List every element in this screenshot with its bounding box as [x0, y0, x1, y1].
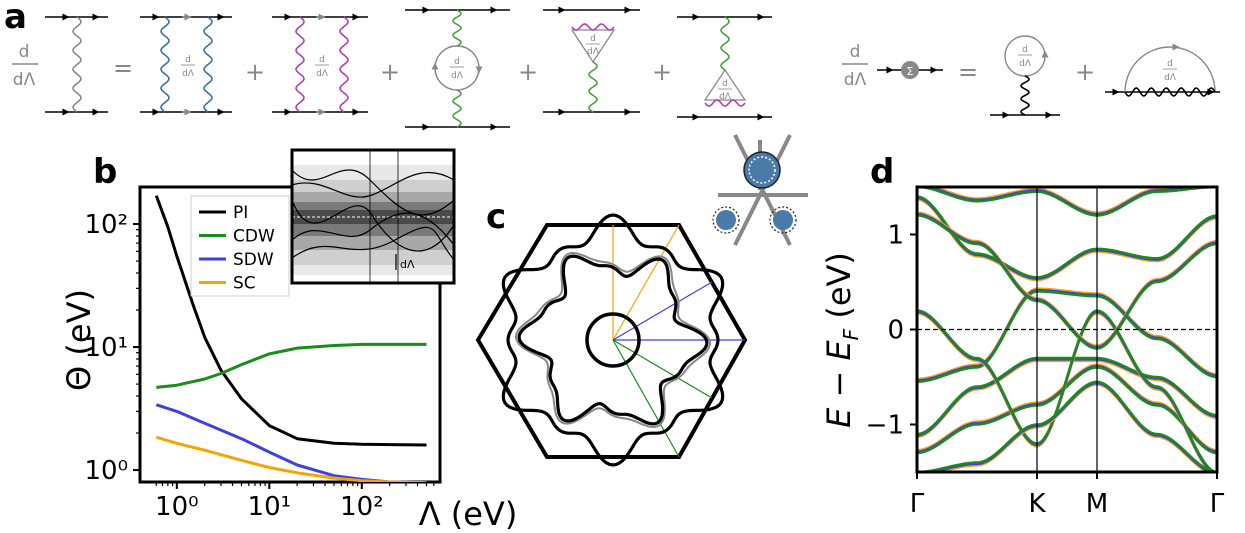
svg-text:d: d	[454, 57, 460, 67]
series-sc-line	[155, 435, 427, 482]
svg-text:dΛ: dΛ	[451, 71, 464, 81]
band-line	[917, 290, 1217, 383]
panel-b-xlabel: Λ (eV)	[419, 495, 518, 533]
svg-text:d: d	[722, 79, 728, 89]
plus-sign-4: +	[652, 58, 672, 86]
decay-rays	[612, 224, 745, 458]
plus-sign-1: +	[245, 58, 265, 86]
diagram-vertex-top: d dΛ	[543, 6, 640, 116]
band-line	[917, 287, 1217, 381]
band-line	[917, 214, 1217, 350]
y-tick-label: 10⁰	[84, 456, 128, 486]
frac-numerator: d	[19, 42, 30, 62]
x-tick-label: 10¹	[248, 492, 292, 522]
frac-denominator-2: dΛ	[844, 70, 867, 90]
y-tick-label: 1	[887, 221, 904, 251]
y-tick-label: 10¹	[84, 333, 128, 363]
svg-text:dΛ: dΛ	[316, 69, 329, 79]
x-tick-label: 10²	[340, 492, 384, 522]
band-line	[917, 212, 1217, 349]
kpath-label: Γ	[1210, 489, 1225, 519]
gamma-pocket	[585, 312, 641, 368]
plus-sign-5: +	[1075, 58, 1095, 86]
legend-label-cdw: CDW	[233, 227, 275, 247]
band-line	[917, 309, 1217, 472]
svg-text:d: d	[185, 55, 191, 65]
panel-b-legend: PI CDW SDW SC	[190, 195, 290, 297]
legend-label-sdw: SDW	[233, 250, 274, 270]
legend-label-pi: PI	[233, 203, 248, 223]
plus-sign-3: +	[518, 58, 538, 86]
svg-text:d: d	[590, 34, 596, 44]
band-line	[917, 366, 1217, 455]
panel-d-label: d	[870, 152, 894, 192]
band-line	[917, 288, 1217, 382]
lhs-vertex-diagram	[45, 13, 108, 116]
panel-a: a d dΛ =	[4, 0, 1220, 131]
panel-d: d Γ K M Γ −1 0 1 E − EF (eV)	[820, 152, 1225, 519]
panel-b: b 10⁰ 10¹ 10² 10⁰ 10¹ 10² Θ (eV) Λ (eV) PI CDW…	[60, 148, 517, 533]
kagome-unit-icon	[712, 134, 808, 246]
svg-text:dΛ: dΛ	[1019, 59, 1032, 69]
kpath-label: Γ	[910, 489, 925, 519]
diagram-bubble: d dΛ	[405, 6, 510, 131]
panel-d-ylabel: E − EF (eV)	[820, 252, 863, 428]
band-line	[917, 380, 1217, 472]
self-energy-flow: d dΛ Σ = d dΛ + d dΛ	[842, 35, 1220, 119]
series-pi-line	[154, 195, 427, 447]
series-cdw-line	[156, 342, 427, 389]
band-line	[921, 187, 1210, 216]
diagram-blue-ladder: d dΛ	[140, 13, 232, 116]
panel-b-label: b	[93, 152, 117, 192]
kpath-label: K	[1028, 489, 1046, 519]
svg-text:d: d	[1022, 45, 1028, 55]
fermi-surface-mean-field	[514, 251, 712, 429]
plus-sign-2: +	[380, 58, 400, 86]
band-line	[917, 187, 1217, 217]
band-line	[917, 356, 1217, 436]
panel-a-label: a	[4, 0, 27, 37]
svg-text:d: d	[1167, 59, 1173, 69]
panel-b-frame	[138, 185, 442, 484]
svg-text:dΛ: dΛ	[719, 92, 732, 102]
frac-numerator-2: d	[850, 42, 861, 62]
derivative-operator: d dΛ	[12, 42, 38, 90]
panel-b-inset: dΛ	[290, 148, 456, 285]
kpath-label: M	[1086, 489, 1108, 519]
inset-dlambda-label: dΛ	[400, 258, 415, 271]
x-tick-label: 10⁰	[155, 492, 199, 522]
band-line	[917, 195, 1217, 279]
y-tick-label: −1	[866, 411, 904, 441]
equals-sign-2: =	[958, 58, 978, 86]
frac-denominator: dΛ	[13, 70, 36, 90]
sigma-symbol: Σ	[907, 65, 914, 78]
legend-label-sc: SC	[233, 274, 256, 294]
y-tick-label: 10²	[84, 210, 128, 240]
panel-b-ylabel: Θ (eV)	[60, 289, 98, 391]
fermi-surface-outer	[501, 213, 725, 467]
diagram-magenta-ladder: d dΛ	[272, 13, 368, 116]
diagram-vertex-bottom: d dΛ	[677, 13, 772, 121]
svg-text:dΛ: dΛ	[182, 69, 195, 79]
panel-c-label: c	[486, 197, 506, 237]
svg-text:dΛ: dΛ	[587, 47, 600, 57]
y-tick-label: 0	[887, 316, 904, 346]
svg-text:d: d	[319, 55, 325, 65]
svg-text:dΛ: dΛ	[1164, 73, 1177, 83]
equals-sign: =	[113, 54, 133, 82]
fermi-surface	[517, 254, 709, 426]
panel-c: c	[475, 134, 808, 467]
